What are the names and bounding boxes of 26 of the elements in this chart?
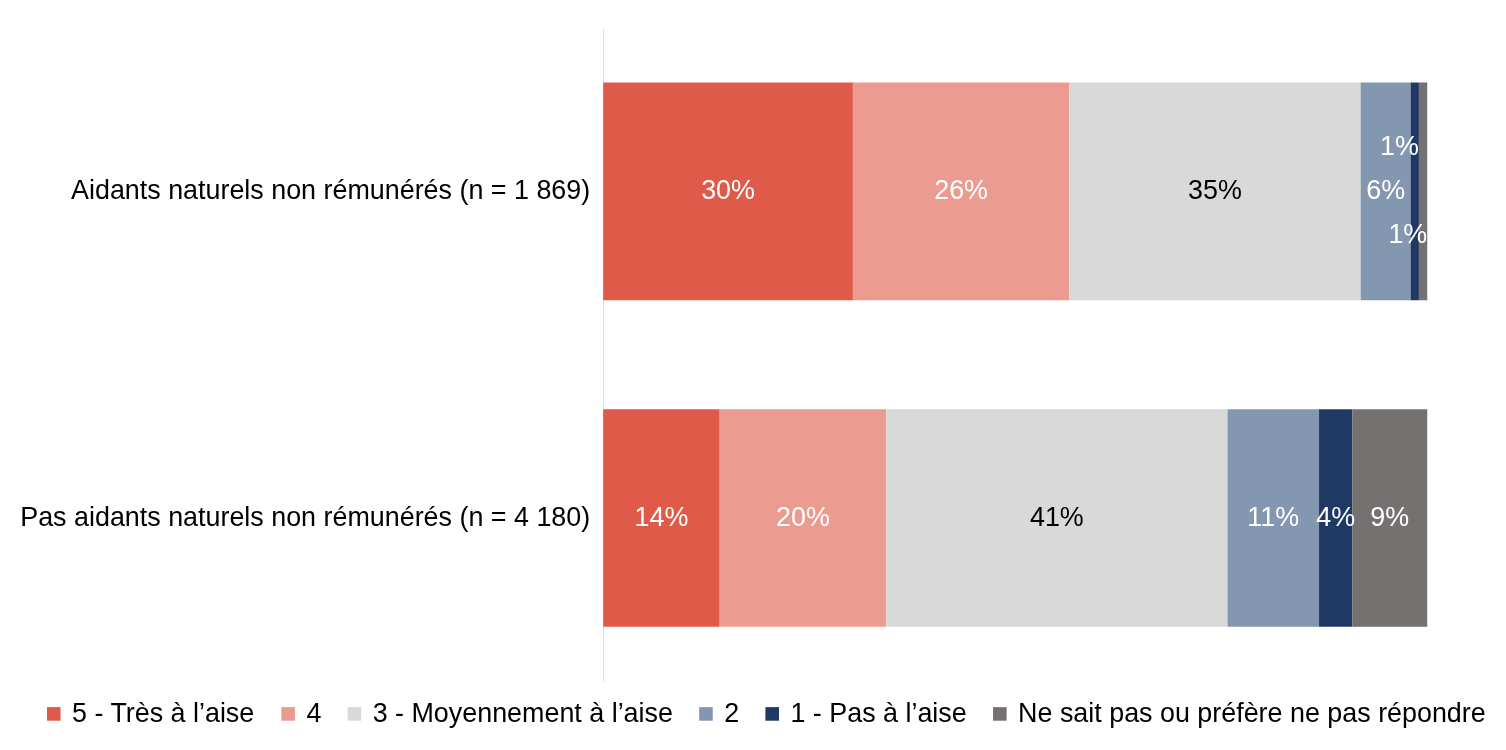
legend-label: 4 — [306, 697, 322, 728]
y-tick-label: Pas aidants naturels non rémunérés (n = 4 180) — [20, 501, 591, 532]
data-label: 4% — [1316, 501, 1356, 532]
data-label: 20% — [776, 501, 830, 532]
bar — [852, 82, 1070, 301]
data-label: 9% — [1370, 501, 1410, 532]
legend-label: 2 — [724, 697, 740, 728]
bar — [1352, 409, 1428, 627]
data-label: 35% — [1188, 175, 1242, 206]
data-label: 30% — [701, 175, 755, 206]
legend-label: 1 - Pas à l’aise — [790, 697, 967, 728]
legend-label: 5 - Très à l’aise — [72, 697, 255, 728]
legend-label: 3 - Moyennement à l’aise — [372, 697, 673, 728]
legend-label: Ne sait pas ou préfère ne pas répondre — [1018, 697, 1486, 728]
y-tick-label: Aidants naturels non rémunérés (n = 1 869) — [71, 175, 591, 206]
bar — [603, 409, 720, 627]
data-label: 6% — [1366, 175, 1406, 206]
bar — [1319, 409, 1353, 627]
bar — [719, 409, 887, 627]
bar — [886, 409, 1228, 627]
bar — [1069, 82, 1361, 301]
data-label: 26% — [934, 175, 988, 206]
bar — [603, 82, 853, 301]
data-label: 11% — [1247, 501, 1300, 532]
data-label: 41% — [1029, 501, 1084, 532]
data-label: 14% — [634, 501, 689, 532]
